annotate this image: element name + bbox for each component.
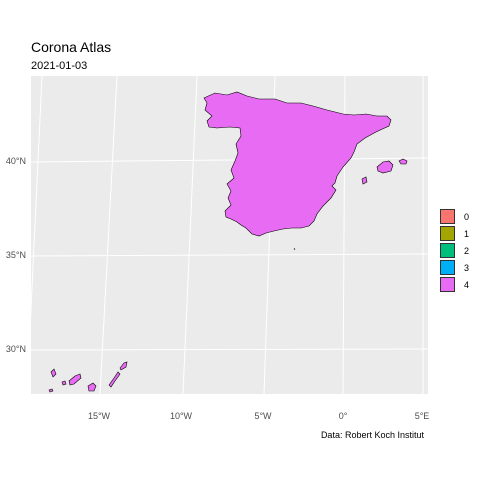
y-tick-label: 30°N [5,344,26,354]
island-fuerteventura[interactable] [108,371,121,388]
legend-label: 3 [464,263,470,273]
chart-subtitle: 2021-01-03 [31,60,88,72]
x-tick-label: 5°W [254,411,272,421]
islet [293,247,296,251]
x-tick-label: 15°W [87,411,111,421]
legend-swatch [440,260,455,275]
mainland-spain[interactable] [203,91,392,237]
island-el-hierro[interactable] [48,388,54,393]
legend-item-1[interactable]: 1 [440,225,480,245]
y-tick-label: 40°N [5,156,26,166]
legend-label: 2 [464,246,470,256]
longitude-line-15w [99,76,118,394]
longitude-line-20w [31,76,43,320]
legend-swatch [440,209,455,224]
island-lanzarote[interactable] [119,361,128,371]
legend-item-4[interactable]: 4 [440,276,480,296]
x-tick-label: 5°E [414,411,430,421]
island-gran-canaria[interactable] [87,382,97,392]
legend-label: 4 [464,280,470,290]
map-canvas [31,76,428,394]
legend-label: 0 [464,212,470,222]
legend-item-3[interactable]: 3 [440,259,480,279]
legend-swatch [440,226,455,241]
y-tick-label: 35°N [5,250,26,260]
island-mallorca[interactable] [376,160,394,174]
map-panel [31,76,428,394]
island-la-palma[interactable] [50,368,57,378]
island-tenerife[interactable] [68,373,82,386]
latitude-line-40 [31,157,428,163]
data-source-caption: Data: Robert Koch Institut [320,430,424,440]
x-tick-label: 10°W [169,411,193,421]
island-la-gomera[interactable] [61,380,67,386]
graticule [31,76,428,394]
x-tick-label: 0° [338,411,348,421]
legend-label: 1 [464,229,470,239]
island-menorca[interactable] [398,158,408,165]
chart-title: Corona Atlas [31,39,112,55]
legend-item-2[interactable]: 2 [440,242,480,262]
legend-item-0[interactable]: 0 [440,208,480,228]
latitude-line-30 [31,348,428,351]
latitude-line-35 [31,253,428,257]
legend-swatch [440,277,455,292]
longitude-line-10w [182,76,198,394]
legend-swatch [440,243,455,258]
island-ibiza[interactable] [361,176,368,185]
